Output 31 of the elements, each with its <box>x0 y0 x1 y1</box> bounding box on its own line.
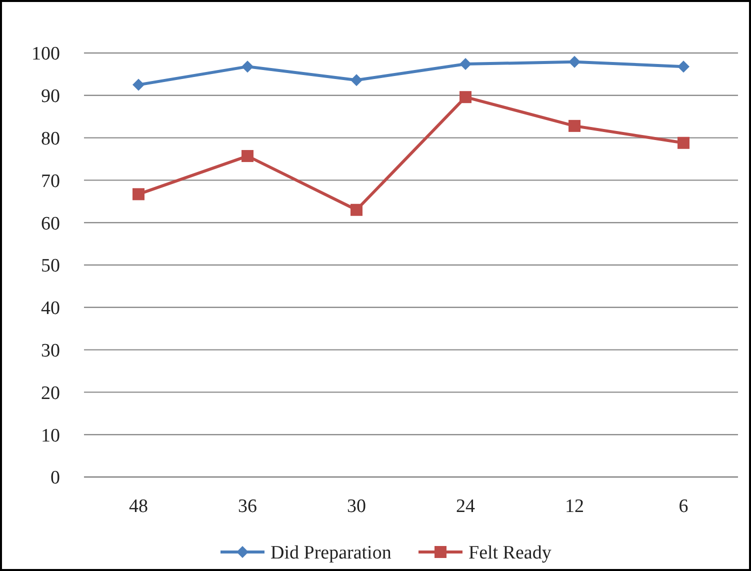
x-tick-label: 24 <box>456 496 476 517</box>
point <box>350 74 362 86</box>
point <box>460 91 472 104</box>
point <box>242 60 254 73</box>
y-tick-label: 60 <box>41 213 60 234</box>
x-tick-label: 36 <box>238 496 257 517</box>
y-tick-label: 50 <box>41 256 60 277</box>
y-tick-label: 80 <box>41 128 60 150</box>
point <box>678 136 690 149</box>
legend-label: Felt Ready <box>468 542 552 564</box>
x-tick-label: 48 <box>129 496 148 517</box>
point <box>678 60 690 73</box>
point <box>132 78 144 91</box>
y-tick-label: 10 <box>41 425 60 446</box>
y-tick-label: 30 <box>41 340 60 362</box>
x-tick-label: 12 <box>565 496 584 517</box>
point <box>568 120 580 132</box>
x-tick-label: 6 <box>678 496 688 517</box>
y-tick-label: 40 <box>41 298 60 320</box>
point <box>568 56 580 68</box>
y-tick-label: 70 <box>41 170 60 192</box>
x-tick-label: 30 <box>347 496 366 517</box>
point <box>460 58 472 70</box>
point <box>132 188 144 200</box>
y-tick-label: 100 <box>32 44 60 65</box>
point <box>242 150 254 162</box>
y-tick-label: 0 <box>50 468 60 489</box>
y-tick-label: 20 <box>41 382 60 404</box>
point <box>350 204 362 216</box>
y-tick-label: 90 <box>41 86 60 108</box>
legend-label: Did Preparation <box>270 542 392 564</box>
